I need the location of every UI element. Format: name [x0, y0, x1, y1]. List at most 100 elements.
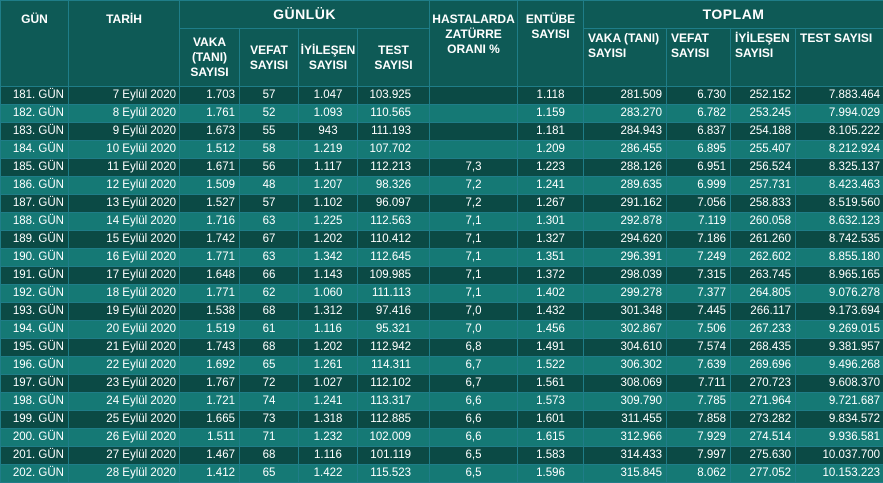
cell-zatturre: 7,1 — [430, 249, 518, 267]
cell-toplam-iyilesen: 275.630 — [731, 447, 796, 465]
cell-toplam-test: 7.994.029 — [796, 105, 883, 123]
cell-vaka: 1.648 — [180, 267, 240, 285]
cell-test: 96.097 — [358, 195, 430, 213]
cell-vefat: 66 — [240, 267, 299, 285]
cell-tarih: 16 Eylül 2020 — [69, 249, 180, 267]
cell-tarih: 7 Eylül 2020 — [69, 87, 180, 105]
cell-toplam-iyilesen: 257.731 — [731, 177, 796, 195]
cell-zatturre: 7,1 — [430, 267, 518, 285]
cell-iyilesen: 1.225 — [299, 213, 358, 231]
cell-vaka: 1.721 — [180, 393, 240, 411]
cell-entube: 1.209 — [518, 141, 584, 159]
header-toplam-vaka: VAKA (TANI) SAYISI — [584, 29, 667, 87]
cell-iyilesen: 1.102 — [299, 195, 358, 213]
cell-toplam-test: 9.269.015 — [796, 321, 883, 339]
header-tarih: TARİH — [69, 1, 180, 87]
cell-toplam-test: 10.037.700 — [796, 447, 883, 465]
cell-entube: 1.241 — [518, 177, 584, 195]
cell-toplam-test: 7.883.464 — [796, 87, 883, 105]
cell-vefat: 58 — [240, 141, 299, 159]
cell-toplam-vefat: 7.858 — [667, 411, 731, 429]
cell-zatturre — [430, 105, 518, 123]
header-vefat: VEFAT SAYISI — [240, 29, 299, 87]
cell-toplam-iyilesen: 274.514 — [731, 429, 796, 447]
cell-toplam-vaka: 306.302 — [584, 357, 667, 375]
cell-entube: 1.223 — [518, 159, 584, 177]
cell-tarih: 18 Eylül 2020 — [69, 285, 180, 303]
cell-zatturre: 6,6 — [430, 411, 518, 429]
cell-gun: 196. GÜN — [1, 357, 69, 375]
cell-vefat: 48 — [240, 177, 299, 195]
cell-vaka: 1.716 — [180, 213, 240, 231]
cell-vefat: 71 — [240, 429, 299, 447]
cell-zatturre: 7,2 — [430, 195, 518, 213]
cell-entube: 1.522 — [518, 357, 584, 375]
header-toplam-test: TEST SAYISI — [796, 29, 883, 87]
cell-toplam-test: 8.965.165 — [796, 267, 883, 285]
cell-entube: 1.267 — [518, 195, 584, 213]
cell-toplam-iyilesen: 260.058 — [731, 213, 796, 231]
cell-vefat: 65 — [240, 357, 299, 375]
header-toplam: TOPLAM — [584, 1, 883, 29]
cell-test: 110.565 — [358, 105, 430, 123]
cell-gun: 190. GÜN — [1, 249, 69, 267]
cell-test: 111.193 — [358, 123, 430, 141]
cell-entube: 1.351 — [518, 249, 584, 267]
cell-toplam-vaka: 304.610 — [584, 339, 667, 357]
cell-entube: 1.159 — [518, 105, 584, 123]
cell-vaka: 1.671 — [180, 159, 240, 177]
cell-toplam-vefat: 7.639 — [667, 357, 731, 375]
header-vaka: VAKA (TANI) SAYISI — [180, 29, 240, 87]
cell-tarih: 22 Eylül 2020 — [69, 357, 180, 375]
cell-toplam-vaka: 311.455 — [584, 411, 667, 429]
cell-entube: 1.432 — [518, 303, 584, 321]
cell-zatturre: 6,7 — [430, 375, 518, 393]
cell-vaka: 1.673 — [180, 123, 240, 141]
cell-toplam-vaka: 281.509 — [584, 87, 667, 105]
header-toplam-vefat: VEFAT SAYISI — [667, 29, 731, 87]
cell-toplam-test: 8.105.222 — [796, 123, 883, 141]
cell-zatturre: 6,6 — [430, 429, 518, 447]
cell-vaka: 1.511 — [180, 429, 240, 447]
cell-zatturre: 7,2 — [430, 177, 518, 195]
header-iyilesen: İYİLEŞEN SAYISI — [299, 29, 358, 87]
cell-entube: 1.561 — [518, 375, 584, 393]
cell-toplam-test: 8.212.924 — [796, 141, 883, 159]
cell-test: 112.885 — [358, 411, 430, 429]
cell-toplam-test: 9.834.572 — [796, 411, 883, 429]
cell-gun: 192. GÜN — [1, 285, 69, 303]
cell-toplam-iyilesen: 255.407 — [731, 141, 796, 159]
header-gunluk: GÜNLÜK — [180, 1, 430, 29]
cell-tarih: 9 Eylül 2020 — [69, 123, 180, 141]
cell-toplam-vefat: 7.711 — [667, 375, 731, 393]
cell-gun: 201. GÜN — [1, 447, 69, 465]
cell-toplam-iyilesen: 268.435 — [731, 339, 796, 357]
cell-vefat: 68 — [240, 339, 299, 357]
cell-vaka: 1.743 — [180, 339, 240, 357]
cell-iyilesen: 1.202 — [299, 339, 358, 357]
cell-test: 111.113 — [358, 285, 430, 303]
cell-toplam-iyilesen: 271.964 — [731, 393, 796, 411]
cell-gun: 191. GÜN — [1, 267, 69, 285]
cell-zatturre: 7,1 — [430, 231, 518, 249]
cell-test: 103.925 — [358, 87, 430, 105]
cell-tarih: 15 Eylül 2020 — [69, 231, 180, 249]
cell-toplam-vaka: 291.162 — [584, 195, 667, 213]
cell-gun: 184. GÜN — [1, 141, 69, 159]
header-test: TEST SAYISI — [358, 29, 430, 87]
cell-toplam-vefat: 6.837 — [667, 123, 731, 141]
cell-vefat: 57 — [240, 195, 299, 213]
cell-toplam-vefat: 7.249 — [667, 249, 731, 267]
cell-tarih: 14 Eylül 2020 — [69, 213, 180, 231]
cell-iyilesen: 1.318 — [299, 411, 358, 429]
cell-iyilesen: 1.202 — [299, 231, 358, 249]
cell-toplam-test: 8.855.180 — [796, 249, 883, 267]
